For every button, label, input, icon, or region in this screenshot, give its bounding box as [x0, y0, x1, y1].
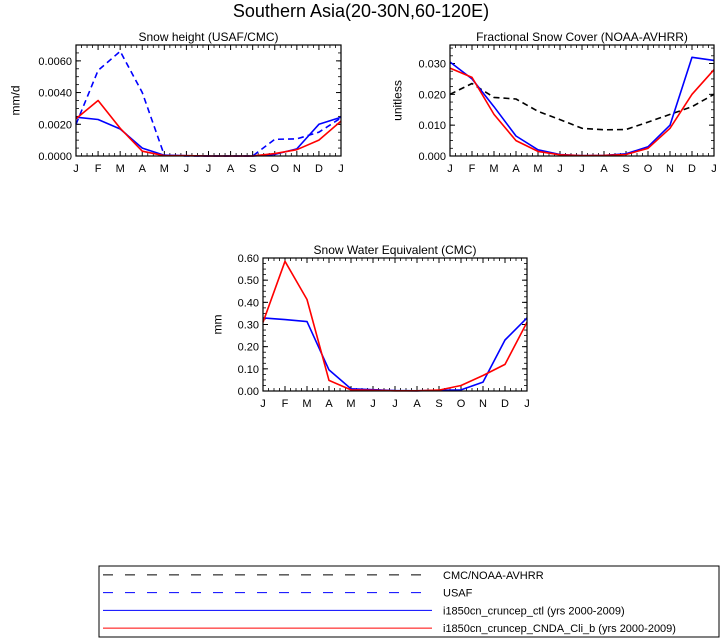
x-tick-label: A	[512, 163, 520, 175]
y-tick-label: 0.0060	[38, 56, 72, 68]
x-tick-label: J	[524, 398, 530, 410]
y-tick-label: 0.10	[238, 364, 259, 376]
y-tick-label: 0.30	[238, 320, 259, 332]
plot-frame	[449, 44, 715, 157]
series-line	[75, 99, 342, 157]
y-axis-label: mm/d	[9, 86, 23, 116]
chart-title: Fractional Snow Cover (NOAA-AVHRR)	[476, 30, 688, 44]
x-tick-label: J	[392, 398, 398, 410]
x-tick-label: O	[457, 398, 466, 410]
y-tick-label: 0.50	[238, 275, 259, 287]
chart-snow-water-equivalent: Snow Water Equivalent (CMC) mm J F M A M J J A S O N…	[211, 243, 530, 410]
x-tick-label: A	[227, 163, 235, 175]
y-tick-label: 0.60	[238, 253, 259, 265]
x-tick-label: J	[338, 163, 344, 175]
legend-label: i1850cn_cruncep_ctl (yrs 2000-2009)	[443, 605, 625, 617]
x-tick-label: F	[469, 163, 476, 175]
x-tick-label: M	[302, 398, 311, 410]
page-title: Southern Asia(20-30N,60-120E)	[233, 1, 489, 21]
series-line	[75, 50, 342, 157]
y-tick-label: 0.010	[418, 120, 446, 132]
x-tick-label: A	[139, 163, 147, 175]
x-tick-label: A	[600, 163, 608, 175]
y-tick-label: 0.0000	[38, 151, 72, 163]
y-tick-label: 0.40	[238, 297, 259, 309]
x-tick-label: M	[160, 163, 169, 175]
x-tick-label: F	[282, 398, 289, 410]
plot-frame	[262, 257, 528, 392]
x-tick-label: J	[260, 398, 266, 410]
x-tick-label: F	[95, 163, 102, 175]
chart-title: Snow Water Equivalent (CMC)	[314, 243, 477, 257]
legend: CMC/NOAA-AVHRR USAF i1850cn_cruncep_ctl (y…	[98, 565, 720, 638]
x-tick-label: A	[413, 398, 421, 410]
x-tick-label: J	[557, 163, 563, 175]
legend-label: USAF	[443, 588, 473, 600]
x-tick-label: J	[579, 163, 585, 175]
chart-snow-height: Snow height (USAF/CMC)mm/dJ F M A M J J A S O N D J0…	[9, 30, 344, 175]
x-tick-label: M	[533, 163, 542, 175]
x-tick-label: A	[325, 398, 333, 410]
y-tick-label: 0.000	[418, 151, 446, 163]
x-tick-label: M	[346, 398, 355, 410]
x-tick-label: M	[116, 163, 125, 175]
series-line	[449, 82, 715, 131]
legend-label: i1850cn_cruncep_CNDA_Cli_b (yrs 2000-200…	[443, 623, 676, 635]
x-tick-label: N	[293, 163, 301, 175]
x-tick-label: M	[489, 163, 498, 175]
x-tick-label: J	[206, 163, 212, 175]
y-tick-label: 0.20	[238, 342, 259, 354]
x-tick-label: S	[435, 398, 442, 410]
legend-box	[98, 565, 720, 638]
x-tick-label: J	[370, 398, 376, 410]
y-tick-label: 0.0040	[38, 88, 72, 100]
x-tick-label: S	[249, 163, 256, 175]
x-tick-label: D	[315, 163, 323, 175]
x-tick-label: O	[270, 163, 279, 175]
x-tick-label: N	[479, 398, 487, 410]
x-tick-label: O	[644, 163, 653, 175]
y-tick-label: 0.0020	[38, 119, 72, 131]
x-tick-label: J	[184, 163, 190, 175]
x-tick-label: N	[666, 163, 674, 175]
y-axis-label: mm	[211, 315, 225, 335]
chart-title: Snow height (USAF/CMC)	[138, 30, 278, 44]
chart-fractional-snow-cover: Fractional Snow Cover (NOAA-AVHRR) unitle…	[391, 30, 717, 175]
x-tick-label: S	[622, 163, 629, 175]
plot-frame	[75, 44, 342, 157]
x-tick-label: D	[501, 398, 509, 410]
legend-label: CMC/NOAA-AVHRR	[443, 570, 544, 582]
series-line	[262, 317, 528, 392]
x-tick-label: J	[73, 163, 79, 175]
x-tick-label: J	[447, 163, 453, 175]
y-tick-label: 0.00	[238, 386, 259, 398]
x-tick-label: D	[688, 163, 696, 175]
series-line	[262, 260, 528, 392]
y-tick-label: 0.020	[418, 89, 446, 101]
y-axis-label: unitless	[391, 80, 405, 121]
y-tick-label: 0.030	[418, 59, 446, 71]
x-tick-label: J	[711, 163, 717, 175]
